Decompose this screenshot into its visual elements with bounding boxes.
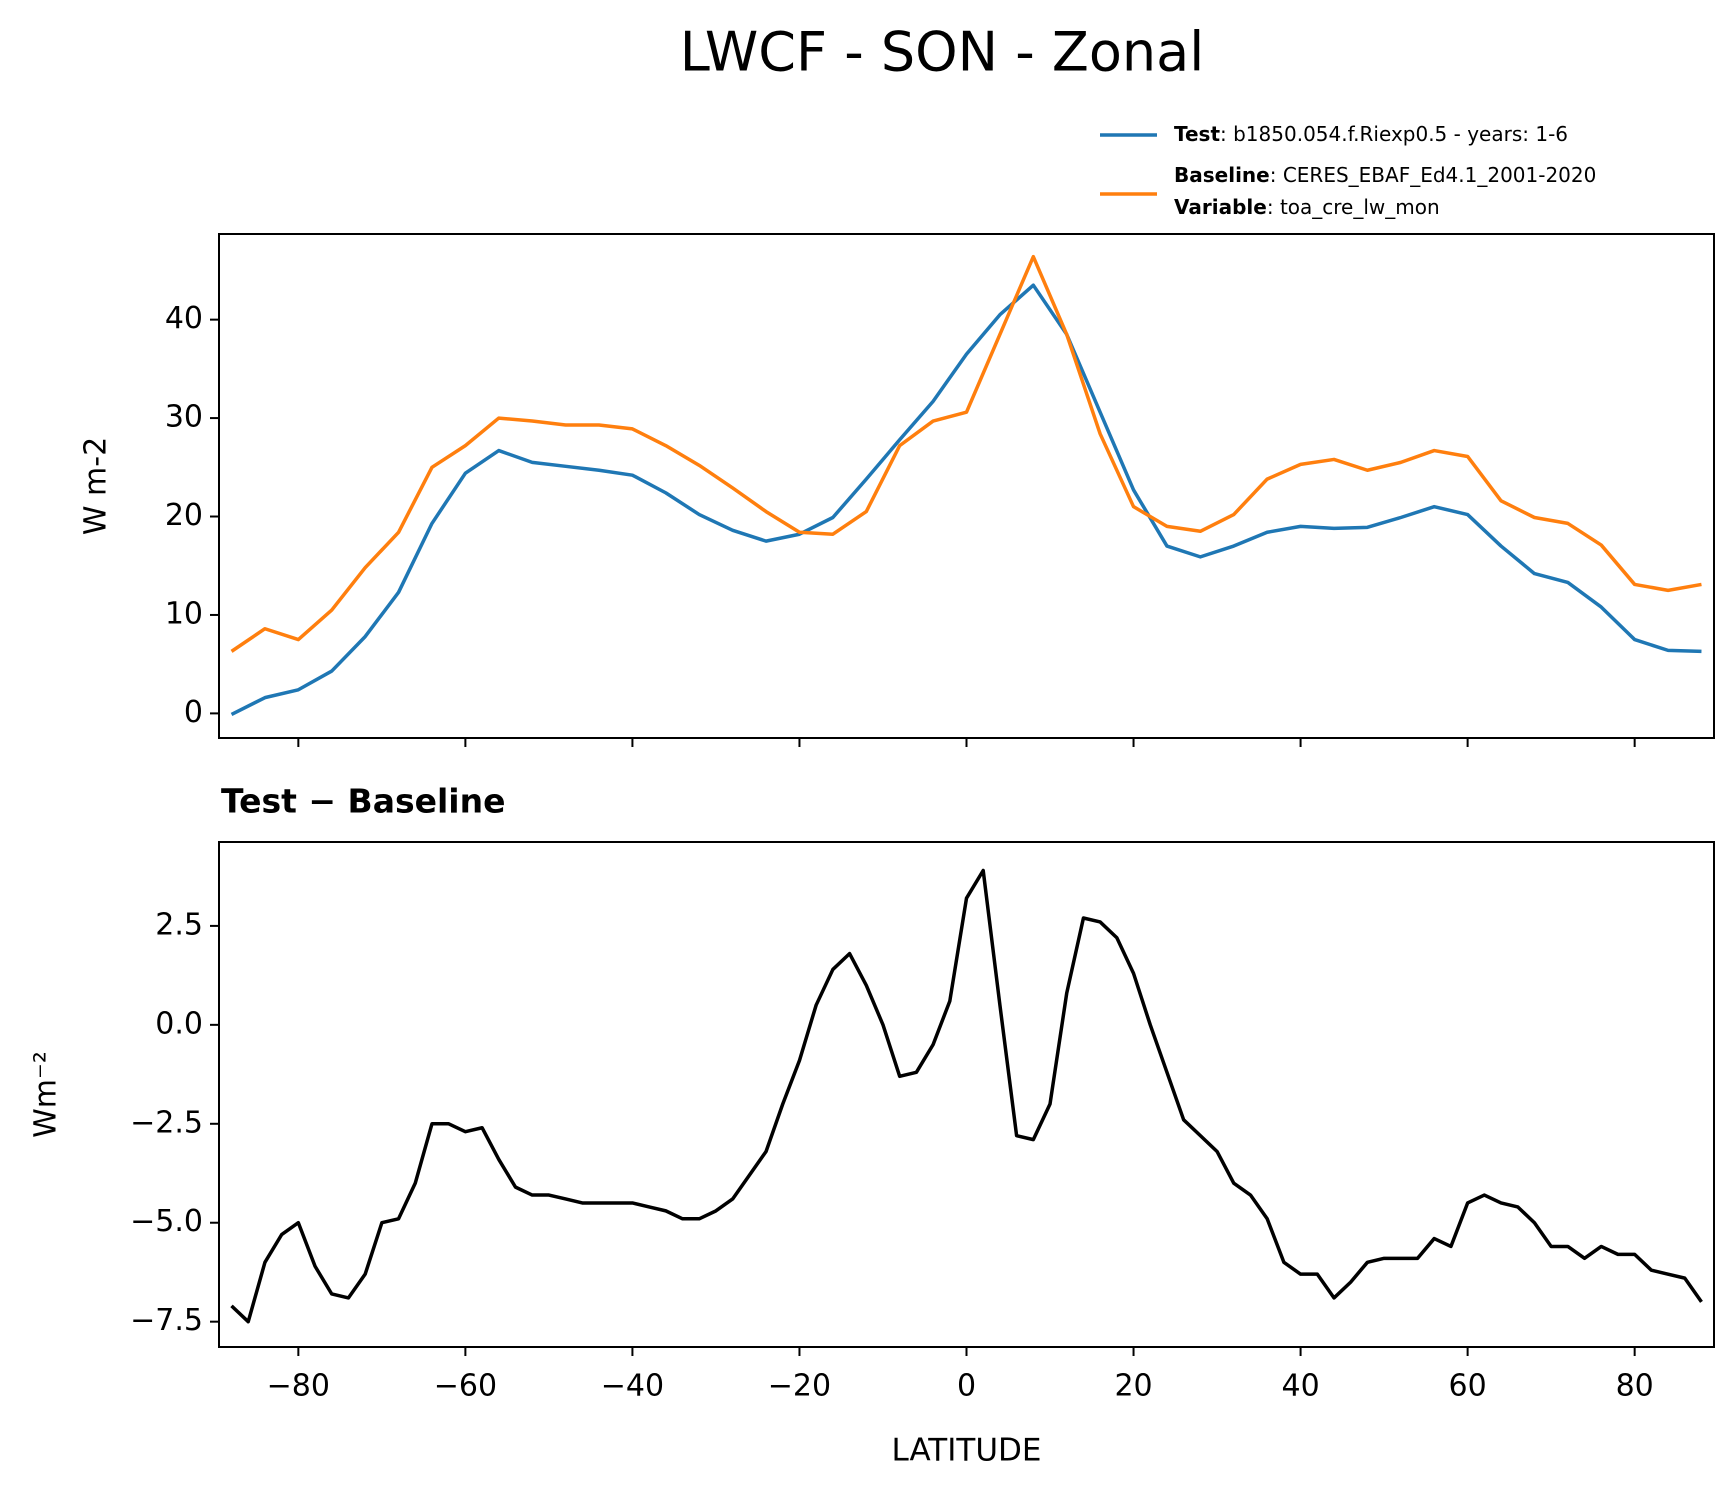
y-axis-label: Wm⁻² [29,1051,64,1138]
x-tick-label: 40 [1281,1369,1319,1404]
y-tick-label: 10 [165,596,203,631]
data-line [230,283,1702,716]
x-tick-label: −40 [601,1369,664,1404]
y-tick-label: −7.5 [130,1303,203,1338]
y-tick-label: 20 [165,498,203,533]
legend-label: Variable: toa_cre_lw_mon [1174,195,1440,219]
y-tick-label: 0 [184,695,203,730]
legend-description: : CERES_EBAF_Ed4.1_2001-2020 [1270,163,1597,187]
chart-title: LWCF - SON - Zonal [680,21,1204,84]
legend-name: Test [1174,122,1220,146]
y-tick-label: −2.5 [130,1105,203,1140]
panel-title: Test − Baseline [221,782,506,821]
legend-label: Test: b1850.054.f.Riexp0.5 - years: 1-6 [1174,122,1568,146]
data-line [230,254,1702,653]
x-tick-label: −20 [768,1369,831,1404]
legend-description: : toa_cre_lw_mon [1267,195,1440,219]
y-axis-label: W m-2 [79,437,114,535]
x-tick-label: −80 [267,1369,330,1404]
x-tick-label: 0 [957,1369,976,1404]
legend-label: Baseline: CERES_EBAF_Ed4.1_2001-2020 [1174,163,1596,187]
data-line [230,868,1703,1324]
y-tick-label: 0.0 [155,1006,203,1041]
y-tick-label: 2.5 [155,907,203,942]
x-tick-label: 60 [1449,1369,1487,1404]
x-tick-label: 20 [1114,1369,1152,1404]
y-tick-label: −5.0 [130,1204,203,1239]
legend-name: Variable [1174,195,1267,219]
y-tick-label: 40 [165,301,203,336]
legend-name: Baseline [1174,163,1270,187]
x-tick-label: 80 [1616,1369,1654,1404]
legend-description: : b1850.054.f.Riexp0.5 - years: 1-6 [1220,122,1568,146]
x-axis-label: LATITUDE [892,1433,1042,1469]
axes-frame [218,841,1715,1348]
y-tick-label: 30 [165,400,203,435]
x-tick-label: −60 [434,1369,497,1404]
